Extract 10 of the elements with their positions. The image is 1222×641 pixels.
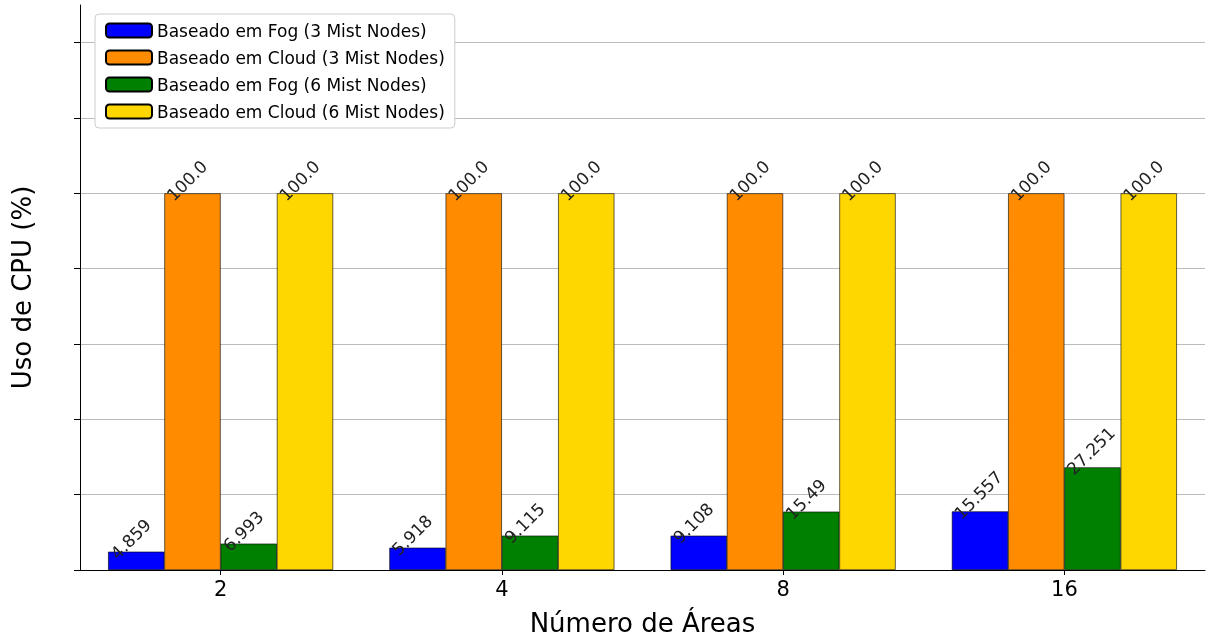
x-tick-label: 4: [495, 576, 509, 601]
x-tick-label: 2: [213, 576, 228, 601]
x-axis-title: Número de Áreas: [529, 607, 756, 638]
legend-label: Baseado em Cloud (3 Mist Nodes): [157, 47, 445, 68]
y-axis-title: Uso de CPU (%): [7, 185, 37, 390]
legend-label: Baseado em Fog (3 Mist Nodes): [157, 20, 427, 41]
legend-label: Baseado em Cloud (6 Mist Nodes): [157, 101, 445, 122]
x-tick-label: 8: [776, 576, 790, 601]
x-tick-label: 16: [1051, 576, 1078, 601]
legend-label: Baseado em Fog (6 Mist Nodes): [157, 74, 427, 95]
